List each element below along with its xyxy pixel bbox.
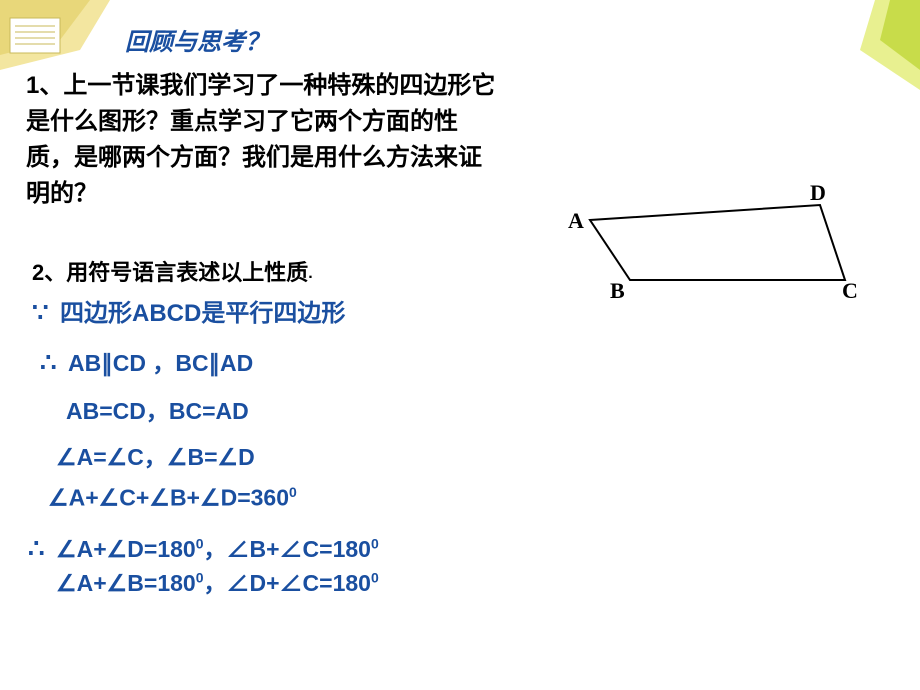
supp-2a: ∠A+∠B=180 <box>56 570 196 596</box>
question-2: 2、用符号语言表述以上性质. <box>32 255 313 287</box>
vertex-label-C: C <box>842 278 858 300</box>
vertex-label-B: B <box>610 278 625 300</box>
angle-sum-body: ∠A+∠C+∠B+∠D=360 <box>48 485 289 511</box>
supp-2b: ，∠D+∠C=180 <box>204 570 371 596</box>
therefore-symbol: ∴ <box>40 348 68 378</box>
sup-4: 0 <box>371 569 379 585</box>
parallelogram-diagram: A D B C <box>550 180 860 300</box>
vertex-label-D: D <box>810 180 826 205</box>
supp-1a: ∠A+∠D=180 <box>56 536 196 562</box>
supp-1b: ，∠B+∠C=180 <box>204 536 371 562</box>
question-1: 1、上一节课我们学习了一种特殊的四边形它是什么图形？重点学习了它两个方面的性质，… <box>26 68 496 212</box>
angle-sum-sup: 0 <box>289 484 297 500</box>
conclusion-angles-equal: ∠A=∠C，∠B=∠D <box>56 438 255 472</box>
conclusion-parallel: ∴AB∥CD ，BC∥AD <box>40 344 253 378</box>
therefore-symbol-2: ∴ <box>28 534 56 564</box>
corner-top-right-decor <box>840 0 920 90</box>
premise-line: ∵四边形ABCD是平行四边形 <box>32 293 345 328</box>
sup-2: 0 <box>371 535 379 551</box>
question-2-period: . <box>308 265 312 282</box>
because-symbol: ∵ <box>32 298 60 328</box>
question-2-text: 2、用符号语言表述以上性质 <box>32 260 308 285</box>
conclusion-supplementary-1: ∴∠A+∠D=1800，∠B+∠C=1800 <box>28 530 379 564</box>
parallel-text: AB∥CD ，BC∥AD <box>68 350 253 376</box>
parallelogram-shape <box>590 205 845 280</box>
sup-3: 0 <box>196 569 204 585</box>
conclusion-angle-sum: ∠A+∠C+∠B+∠D=3600 <box>48 484 297 512</box>
premise-text: 四边形ABCD是平行四边形 <box>60 300 345 327</box>
conclusion-sides-equal: AB=CD，BC=AD <box>66 392 249 426</box>
sup-1: 0 <box>196 535 204 551</box>
vertex-label-A: A <box>568 208 584 233</box>
conclusion-supplementary-2: ∠A+∠B=1800，∠D+∠C=1800 <box>56 564 379 598</box>
section-title: 回顾与思考？ <box>125 22 269 57</box>
